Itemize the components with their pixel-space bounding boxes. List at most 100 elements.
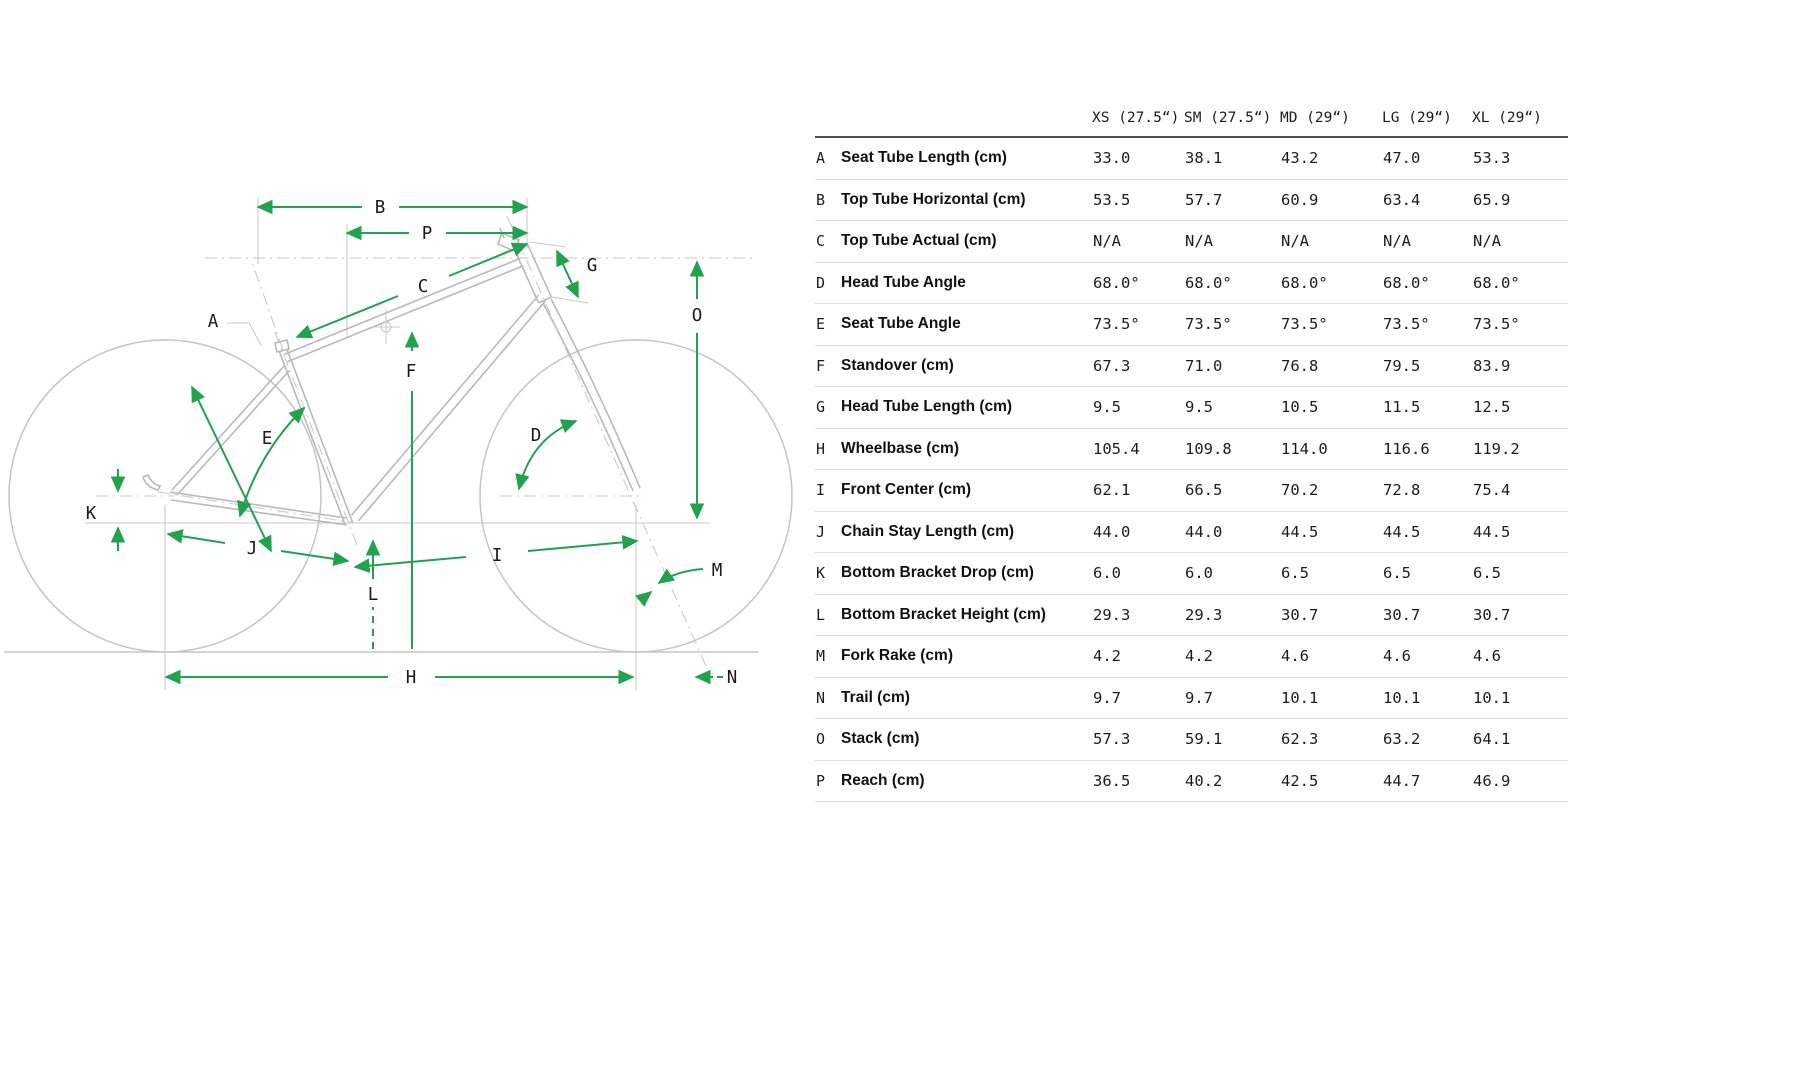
dimension-G bbox=[556, 249, 579, 299]
seatpost-clamp bbox=[274, 339, 290, 353]
dimension-label-K: K bbox=[86, 504, 97, 524]
dimension-label-F: F bbox=[406, 362, 417, 382]
row-value: 68.0° bbox=[1184, 262, 1280, 304]
table-row: B Top Tube Horizontal (cm) 53.5 57.7 60.… bbox=[815, 179, 1568, 221]
table-row: M Fork Rake (cm) 4.2 4.2 4.6 4.6 4.6 bbox=[815, 635, 1568, 678]
row-value: 73.5° bbox=[1184, 303, 1280, 346]
row-value: 29.3 bbox=[1184, 594, 1280, 636]
row-value: N/A bbox=[1184, 220, 1280, 263]
column-header-md: MD (29“) bbox=[1280, 110, 1382, 138]
dimension-A bbox=[191, 322, 272, 553]
row-value: 72.8 bbox=[1382, 469, 1472, 512]
dimension-label-A: A bbox=[208, 312, 219, 332]
row-value: 116.6 bbox=[1382, 428, 1472, 470]
row-label: Wheelbase (cm) bbox=[840, 428, 1092, 470]
dimension-label-N: N bbox=[727, 668, 738, 688]
table-row: O Stack (cm) 57.3 59.1 62.3 63.2 64.1 bbox=[815, 718, 1568, 761]
header-label-spacer bbox=[840, 110, 1092, 138]
row-label: Seat Tube Angle bbox=[840, 303, 1092, 346]
row-value: 62.1 bbox=[1092, 469, 1184, 512]
row-label: Top Tube Actual (cm) bbox=[840, 220, 1092, 263]
table-row: E Seat Tube Angle 73.5° 73.5° 73.5° 73.5… bbox=[815, 303, 1568, 346]
row-key: C bbox=[815, 220, 840, 263]
row-key: A bbox=[815, 137, 840, 180]
table-row: J Chain Stay Length (cm) 44.0 44.0 44.5 … bbox=[815, 511, 1568, 553]
row-value: 62.3 bbox=[1280, 718, 1382, 761]
table-row: I Front Center (cm) 62.1 66.5 70.2 72.8 … bbox=[815, 469, 1568, 512]
column-header-xs: XS (27.5“) bbox=[1092, 110, 1184, 138]
row-value: 65.9 bbox=[1472, 179, 1568, 221]
row-key: D bbox=[815, 262, 840, 304]
column-header-lg: LG (29“) bbox=[1382, 110, 1472, 138]
row-value: 73.5° bbox=[1472, 303, 1568, 346]
row-value: 6.5 bbox=[1382, 552, 1472, 595]
row-value: 6.0 bbox=[1092, 552, 1184, 595]
row-value: N/A bbox=[1382, 220, 1472, 263]
row-key: G bbox=[815, 386, 840, 429]
row-value: 44.5 bbox=[1280, 511, 1382, 553]
row-value: 44.5 bbox=[1382, 511, 1472, 553]
row-value: 83.9 bbox=[1472, 345, 1568, 387]
row-value: 57.3 bbox=[1092, 718, 1184, 761]
row-value: 10.5 bbox=[1280, 386, 1382, 429]
row-label: Bottom Bracket Drop (cm) bbox=[840, 552, 1092, 595]
table-row: H Wheelbase (cm) 105.4 109.8 114.0 116.6… bbox=[815, 428, 1568, 470]
row-value: 63.4 bbox=[1382, 179, 1472, 221]
row-value: 53.3 bbox=[1472, 137, 1568, 180]
geometry-diagram: B P C G A O F E D K J I M L H N bbox=[0, 0, 810, 780]
row-value: 68.0° bbox=[1472, 262, 1568, 304]
dimension-D bbox=[515, 419, 578, 491]
row-value: 73.5° bbox=[1092, 303, 1184, 346]
row-value: 11.5 bbox=[1382, 386, 1472, 429]
dimension-label-C: C bbox=[418, 277, 429, 297]
dimension-letters: B P C G A O F E D K J I M L H N bbox=[86, 198, 738, 688]
row-value: 119.2 bbox=[1472, 428, 1568, 470]
row-value: 53.5 bbox=[1092, 179, 1184, 221]
row-value: 67.3 bbox=[1092, 345, 1184, 387]
row-key: K bbox=[815, 552, 840, 595]
table-row: K Bottom Bracket Drop (cm) 6.0 6.0 6.5 6… bbox=[815, 552, 1568, 595]
row-key: M bbox=[815, 635, 840, 678]
row-value: 68.0° bbox=[1382, 262, 1472, 304]
row-value: 59.1 bbox=[1184, 718, 1280, 761]
dimension-label-L: L bbox=[368, 585, 379, 605]
geometry-table-body: A Seat Tube Length (cm) 33.0 38.1 43.2 4… bbox=[815, 137, 1568, 802]
row-value: 63.2 bbox=[1382, 718, 1472, 761]
row-value: 6.0 bbox=[1184, 552, 1280, 595]
row-value: 44.5 bbox=[1472, 511, 1568, 553]
reference-guides bbox=[85, 198, 756, 690]
bike-diagram-svg: B P C G A O F E D K J I M L H N bbox=[4, 198, 793, 690]
dimension-C bbox=[295, 242, 529, 339]
row-value: 4.2 bbox=[1092, 635, 1184, 678]
column-header-sm: SM (27.5“) bbox=[1184, 110, 1280, 138]
row-value: 60.9 bbox=[1280, 179, 1382, 221]
row-value: 66.5 bbox=[1184, 469, 1280, 512]
row-value: 64.1 bbox=[1472, 718, 1568, 761]
dimension-J bbox=[166, 529, 350, 567]
row-label: Chain Stay Length (cm) bbox=[840, 511, 1092, 553]
row-label: Reach (cm) bbox=[840, 760, 1092, 802]
dimension-label-H: H bbox=[406, 668, 417, 688]
geometry-table: XS (27.5“) SM (27.5“) MD (29“) LG (29“) … bbox=[815, 110, 1568, 802]
row-value: 30.7 bbox=[1280, 594, 1382, 636]
row-value: 73.5° bbox=[1280, 303, 1382, 346]
row-label: Standover (cm) bbox=[840, 345, 1092, 387]
row-value: 9.7 bbox=[1092, 677, 1184, 719]
table-row: C Top Tube Actual (cm) N/A N/A N/A N/A N… bbox=[815, 220, 1568, 263]
row-label: Head Tube Length (cm) bbox=[840, 386, 1092, 429]
fork-blade bbox=[542, 302, 634, 492]
column-header-xl: XL (29“) bbox=[1472, 110, 1568, 138]
row-value: 36.5 bbox=[1092, 760, 1184, 802]
row-key: J bbox=[815, 511, 840, 553]
row-value: 30.7 bbox=[1472, 594, 1568, 636]
dimension-E bbox=[237, 406, 306, 518]
row-value: 30.7 bbox=[1382, 594, 1472, 636]
row-value: 10.1 bbox=[1382, 677, 1472, 719]
row-value: 9.5 bbox=[1184, 386, 1280, 429]
row-value: 4.6 bbox=[1382, 635, 1472, 678]
row-value: 9.7 bbox=[1184, 677, 1280, 719]
row-value: 10.1 bbox=[1280, 677, 1382, 719]
row-value: 44.0 bbox=[1184, 511, 1280, 553]
row-value: 76.8 bbox=[1280, 345, 1382, 387]
table-row: A Seat Tube Length (cm) 33.0 38.1 43.2 4… bbox=[815, 137, 1568, 180]
